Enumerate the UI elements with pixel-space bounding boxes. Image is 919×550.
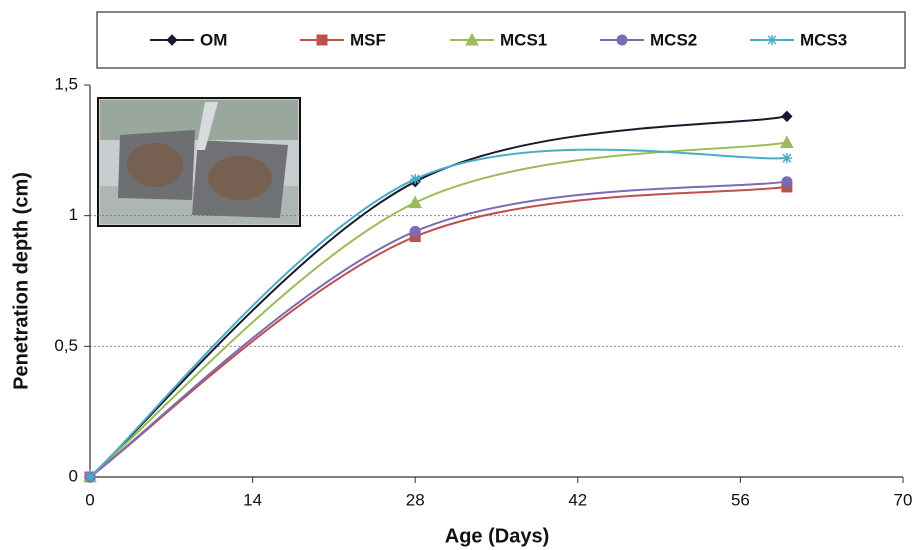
legend-label: MCS1 xyxy=(500,30,547,49)
data-point xyxy=(781,110,793,123)
x-axis-title: Age (Days) xyxy=(445,525,549,547)
data-point xyxy=(780,135,794,148)
x-tick-label: 0 xyxy=(85,490,94,509)
x-tick-label: 42 xyxy=(568,490,587,509)
data-point xyxy=(409,225,421,237)
legend-marker xyxy=(465,32,479,46)
x-tick-label: 14 xyxy=(243,490,262,509)
x-tick-label: 56 xyxy=(731,490,750,509)
data-point xyxy=(85,472,95,482)
inset-photo xyxy=(97,97,301,227)
x-tick-label: 28 xyxy=(406,490,425,509)
y-tick-label: 1,5 xyxy=(54,74,78,93)
series-line xyxy=(89,185,787,478)
data-point xyxy=(781,153,792,164)
data-point xyxy=(408,195,423,209)
y-tick-label: 0,5 xyxy=(54,336,78,355)
legend-marker xyxy=(166,34,178,46)
y-tick-label: 1 xyxy=(69,205,78,224)
legend-label: MCS3 xyxy=(800,30,847,49)
y-axis-title: Penetration depth (cm) xyxy=(10,172,32,390)
legend-label: MCS2 xyxy=(650,30,697,49)
x-tick-label: 70 xyxy=(894,490,913,509)
legend-marker xyxy=(616,34,628,46)
y-tick-label: 0 xyxy=(69,466,78,485)
data-point xyxy=(410,174,421,185)
legend-marker xyxy=(767,35,777,45)
legend-label: OM xyxy=(200,30,227,49)
legend-label: MSF xyxy=(350,30,386,49)
data-point xyxy=(781,176,793,188)
legend-marker xyxy=(316,34,328,46)
